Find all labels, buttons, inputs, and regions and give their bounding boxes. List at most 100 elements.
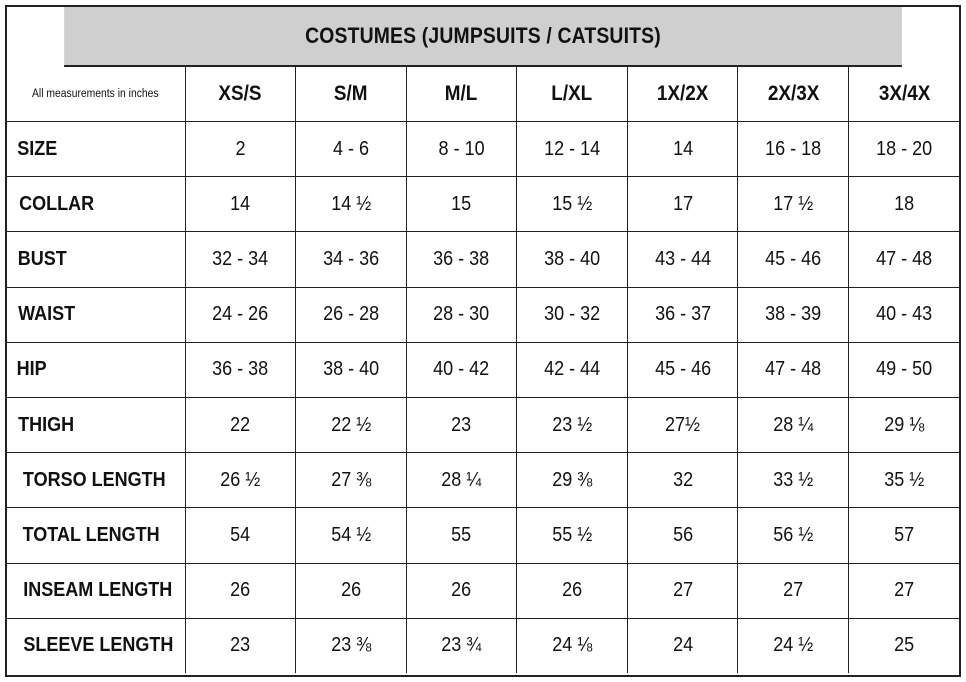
row-label: HIP — [7, 342, 186, 398]
table-cell: 2 — [185, 121, 297, 178]
table-row: BUST 32 - 34 34 - 36 36 - 38 38 - 40 43 - 44 4… — [7, 231, 960, 288]
table-cell: 54 ½ — [295, 507, 407, 564]
size-header-2x-3x: 2X/3X — [737, 67, 850, 122]
table-cell: 27 — [848, 563, 960, 619]
table-cell: 23 ⅜ — [295, 618, 407, 673]
row-label: BUST — [7, 231, 186, 288]
table-cell: 12 - 14 — [516, 121, 628, 178]
table-cell: 28 ¼ — [737, 397, 850, 454]
table-cell: 17 — [627, 176, 739, 233]
table-cell: 34 - 36 — [295, 231, 407, 288]
table-cell: 23 — [185, 618, 297, 673]
table-cell: 36 - 37 — [627, 287, 739, 343]
table-row: TORSO LENGTH 26 ½ 27 ⅜ 28 ¼ 29 ⅜ 32 33 ½ 35 ½ — [7, 452, 960, 509]
table-cell: 23 ¾ — [406, 618, 518, 673]
table-cell: 24 ⅛ — [516, 618, 628, 673]
table-cell: 16 - 18 — [737, 121, 850, 178]
table-cell: 45 - 46 — [737, 231, 850, 288]
table-cell: 17 ½ — [737, 176, 850, 233]
table-row: TOTAL LENGTH 54 54 ½ 55 55 ½ 56 56 ½ 57 — [7, 507, 960, 564]
table-cell: 42 - 44 — [516, 342, 628, 398]
table-cell: 38 - 40 — [516, 231, 628, 288]
table-cell: 28 ¼ — [406, 452, 518, 509]
table-cell: 22 ½ — [295, 397, 407, 454]
table-cell: 18 — [848, 176, 960, 233]
table-cell: 25 — [894, 634, 915, 657]
table-cell: 36 - 38 — [406, 231, 518, 288]
table-cell: 36 - 38 — [185, 342, 297, 398]
table-cell: 23 ½ — [516, 397, 628, 454]
row-label: THIGH — [7, 397, 186, 454]
table-cell: 57 — [848, 507, 960, 564]
table-cell: 15 — [406, 176, 518, 233]
table-cell: 14 ½ — [295, 176, 407, 233]
table-row: SLEEVE LENGTH 23 23 ⅜ 23 ¾ 24 ⅛ 24 24 ½ 25 — [7, 618, 959, 673]
row-label: SIZE — [7, 121, 186, 178]
table-cell: 47 - 48 — [737, 342, 850, 398]
table-cell: 26 — [295, 563, 407, 619]
table-cell: 38 - 40 — [295, 342, 407, 398]
table-cell: 28 - 30 — [406, 287, 518, 343]
table-cell: 56 — [627, 507, 739, 564]
header-row: All measurements in inches XS/S S/M M/L … — [7, 67, 960, 122]
table-cell: 29 ⅛ — [848, 397, 960, 454]
table-cell: 8 - 10 — [406, 121, 518, 178]
row-label: WAIST — [7, 287, 186, 343]
table-cell: 49 - 50 — [848, 342, 960, 398]
table-cell: 33 ½ — [737, 452, 850, 509]
size-header-s-m: S/M — [295, 67, 407, 122]
table-cell: 4 - 6 — [295, 121, 407, 178]
table-cell: 27 ⅜ — [295, 452, 407, 509]
table-cell: 45 - 46 — [627, 342, 739, 398]
table-cell: 26 - 28 — [295, 287, 407, 343]
table-cell: 24 ½ — [737, 618, 850, 673]
table-cell: 14 — [185, 176, 297, 233]
table-cell: 22 — [185, 397, 297, 454]
row-label: TORSO LENGTH — [7, 452, 186, 509]
measurement-note: All measurements in inches — [7, 67, 186, 122]
table-row: COLLAR 14 14 ½ 15 15 ½ 17 17 ½ 18 — [7, 176, 960, 233]
size-chart: COSTUMES (JUMPSUITS / CATSUITS) All meas… — [5, 5, 961, 677]
table-row: HIP 36 - 38 38 - 40 40 - 42 42 - 44 45 - 46 47… — [7, 342, 960, 398]
size-header-1x-2x: 1X/2X — [627, 67, 739, 122]
size-header-xs-s: XS/S — [185, 67, 297, 122]
table-cell: 55 — [406, 507, 518, 564]
table-row: THIGH 22 22 ½ 23 23 ½ 27½ 28 ¼ 29 ⅛ — [7, 397, 960, 454]
row-label: INSEAM LENGTH — [7, 563, 186, 619]
table-row: INSEAM LENGTH 26 26 26 26 27 27 27 — [7, 563, 960, 619]
table-cell: 40 - 43 — [848, 287, 960, 343]
table-cell: 27 — [737, 563, 850, 619]
table-row: WAIST 24 - 26 26 - 28 28 - 30 30 - 32 36 - 37… — [7, 287, 960, 343]
table-cell: 55 ½ — [516, 507, 628, 564]
table-cell: 54 — [185, 507, 297, 564]
table-cell: 30 - 32 — [516, 287, 628, 343]
size-header-l-xl: L/XL — [516, 67, 628, 122]
size-header-3x-4x: 3X/4X — [848, 67, 960, 122]
table-cell: 14 — [627, 121, 739, 178]
table-cell: 26 — [406, 563, 518, 619]
table-cell: 27 — [627, 563, 739, 619]
table-cell: 24 — [627, 618, 739, 673]
table-cell: 47 - 48 — [848, 231, 960, 288]
table-cell: 23 — [406, 397, 518, 454]
table-cell: 26 ½ — [185, 452, 297, 509]
table-cell: 56 ½ — [737, 507, 850, 564]
row-label: TOTAL LENGTH — [7, 507, 186, 564]
table-cell: 40 - 42 — [406, 342, 518, 398]
chart-title: COSTUMES (JUMPSUITS / CATSUITS) — [64, 7, 902, 67]
size-table: All measurements in inches XS/S S/M M/L … — [7, 67, 960, 673]
table-cell: 32 - 34 — [185, 231, 297, 288]
table-cell: 32 — [627, 452, 739, 509]
size-header-m-l: M/L — [406, 67, 518, 122]
table-cell: 35 ½ — [848, 452, 960, 509]
table-cell: 43 - 44 — [627, 231, 739, 288]
table-cell: 24 - 26 — [185, 287, 297, 343]
row-label: SLEEVE LENGTH — [7, 618, 186, 673]
table-cell: 27½ — [627, 397, 739, 454]
table-cell: 26 — [516, 563, 628, 619]
table-cell: 18 - 20 — [848, 121, 960, 178]
table-cell: 26 — [185, 563, 297, 619]
row-label: COLLAR — [7, 176, 186, 233]
table-cell: 29 ⅜ — [516, 452, 628, 509]
